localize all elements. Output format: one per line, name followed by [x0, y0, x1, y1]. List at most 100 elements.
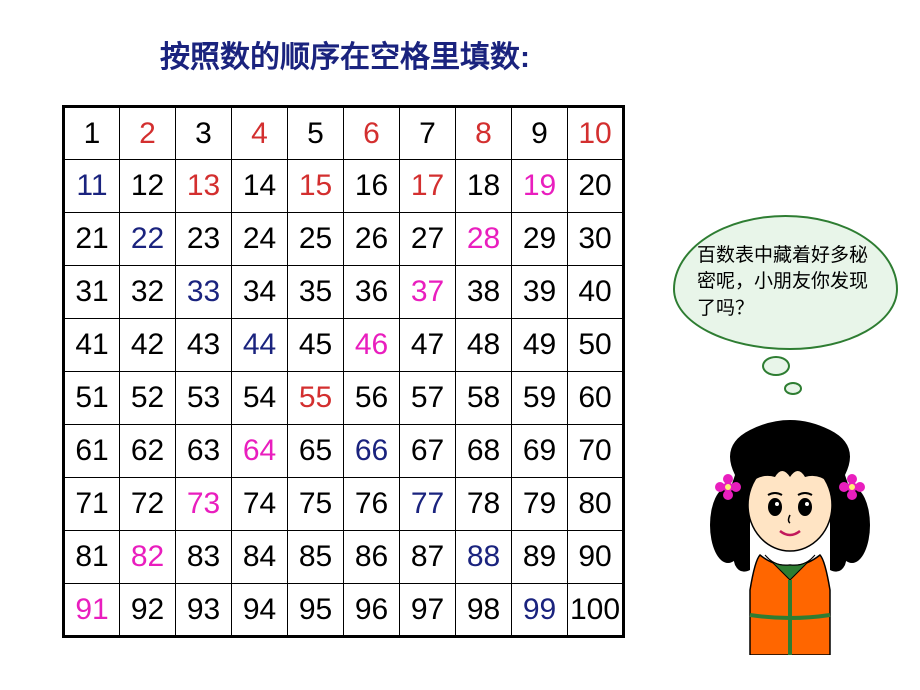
cell: 87 [400, 531, 456, 584]
cell: 83 [176, 531, 232, 584]
bubble-tail-icon [762, 356, 790, 376]
cell: 32 [120, 266, 176, 319]
cell: 72 [120, 478, 176, 531]
cell: 67 [400, 425, 456, 478]
cell: 98 [456, 584, 512, 637]
cell: 28 [456, 213, 512, 266]
cell: 74 [232, 478, 288, 531]
cell: 1 [64, 107, 120, 160]
cell: 38 [456, 266, 512, 319]
cell: 30 [568, 213, 624, 266]
cell: 20 [568, 160, 624, 213]
cell: 4 [232, 107, 288, 160]
cell: 6 [344, 107, 400, 160]
cell: 70 [568, 425, 624, 478]
cell: 15 [288, 160, 344, 213]
cell: 56 [344, 372, 400, 425]
cell: 7 [400, 107, 456, 160]
cell: 60 [568, 372, 624, 425]
cell: 84 [232, 531, 288, 584]
cell: 62 [120, 425, 176, 478]
cell: 8 [456, 107, 512, 160]
cell: 96 [344, 584, 400, 637]
cell: 43 [176, 319, 232, 372]
cell: 21 [64, 213, 120, 266]
cell: 19 [512, 160, 568, 213]
cell: 48 [456, 319, 512, 372]
hundred-chart: 1234567891011121314151617181920212223242… [62, 105, 625, 638]
cell: 99 [512, 584, 568, 637]
cell: 17 [400, 160, 456, 213]
cell: 90 [568, 531, 624, 584]
cell: 89 [512, 531, 568, 584]
cell: 31 [64, 266, 120, 319]
cell: 68 [456, 425, 512, 478]
cell: 76 [344, 478, 400, 531]
cell: 79 [512, 478, 568, 531]
cell: 25 [288, 213, 344, 266]
bubble-tail-icon [784, 382, 802, 395]
cell: 82 [120, 531, 176, 584]
cell: 22 [120, 213, 176, 266]
speech-bubble: 百数表中藏着好多秘密呢，小朋友你发现了吗？ [673, 215, 898, 350]
cell: 3 [176, 107, 232, 160]
girl-character-icon [700, 415, 880, 655]
cell: 94 [232, 584, 288, 637]
cell: 13 [176, 160, 232, 213]
cell: 78 [456, 478, 512, 531]
cell: 58 [456, 372, 512, 425]
cell: 66 [344, 425, 400, 478]
cell: 29 [512, 213, 568, 266]
cell: 49 [512, 319, 568, 372]
cell: 50 [568, 319, 624, 372]
cell: 63 [176, 425, 232, 478]
cell: 41 [64, 319, 120, 372]
cell: 18 [456, 160, 512, 213]
cell: 51 [64, 372, 120, 425]
cell: 45 [288, 319, 344, 372]
cell: 39 [512, 266, 568, 319]
cell: 26 [344, 213, 400, 266]
cell: 52 [120, 372, 176, 425]
cell: 16 [344, 160, 400, 213]
cell: 61 [64, 425, 120, 478]
cell: 86 [344, 531, 400, 584]
cell: 80 [568, 478, 624, 531]
cell: 71 [64, 478, 120, 531]
cell: 88 [456, 531, 512, 584]
cell: 95 [288, 584, 344, 637]
cell: 35 [288, 266, 344, 319]
cell: 97 [400, 584, 456, 637]
cell: 47 [400, 319, 456, 372]
cell: 54 [232, 372, 288, 425]
bubble-text: 百数表中藏着好多秘密呢，小朋友你发现了吗？ [697, 243, 874, 323]
cell: 36 [344, 266, 400, 319]
cell: 59 [512, 372, 568, 425]
cell: 100 [568, 584, 624, 637]
cell: 92 [120, 584, 176, 637]
cell: 9 [512, 107, 568, 160]
cell: 73 [176, 478, 232, 531]
cell: 44 [232, 319, 288, 372]
cell: 57 [400, 372, 456, 425]
cell: 10 [568, 107, 624, 160]
cell: 75 [288, 478, 344, 531]
cell: 46 [344, 319, 400, 372]
cell: 53 [176, 372, 232, 425]
cell: 12 [120, 160, 176, 213]
cell: 64 [232, 425, 288, 478]
cell: 91 [64, 584, 120, 637]
cell: 14 [232, 160, 288, 213]
cell: 55 [288, 372, 344, 425]
cell: 2 [120, 107, 176, 160]
cell: 5 [288, 107, 344, 160]
cell: 93 [176, 584, 232, 637]
page-title: 按照数的顺序在空格里填数: [160, 32, 530, 76]
cell: 81 [64, 531, 120, 584]
cell: 33 [176, 266, 232, 319]
cell: 24 [232, 213, 288, 266]
cell: 40 [568, 266, 624, 319]
cell: 37 [400, 266, 456, 319]
cell: 23 [176, 213, 232, 266]
cell: 69 [512, 425, 568, 478]
